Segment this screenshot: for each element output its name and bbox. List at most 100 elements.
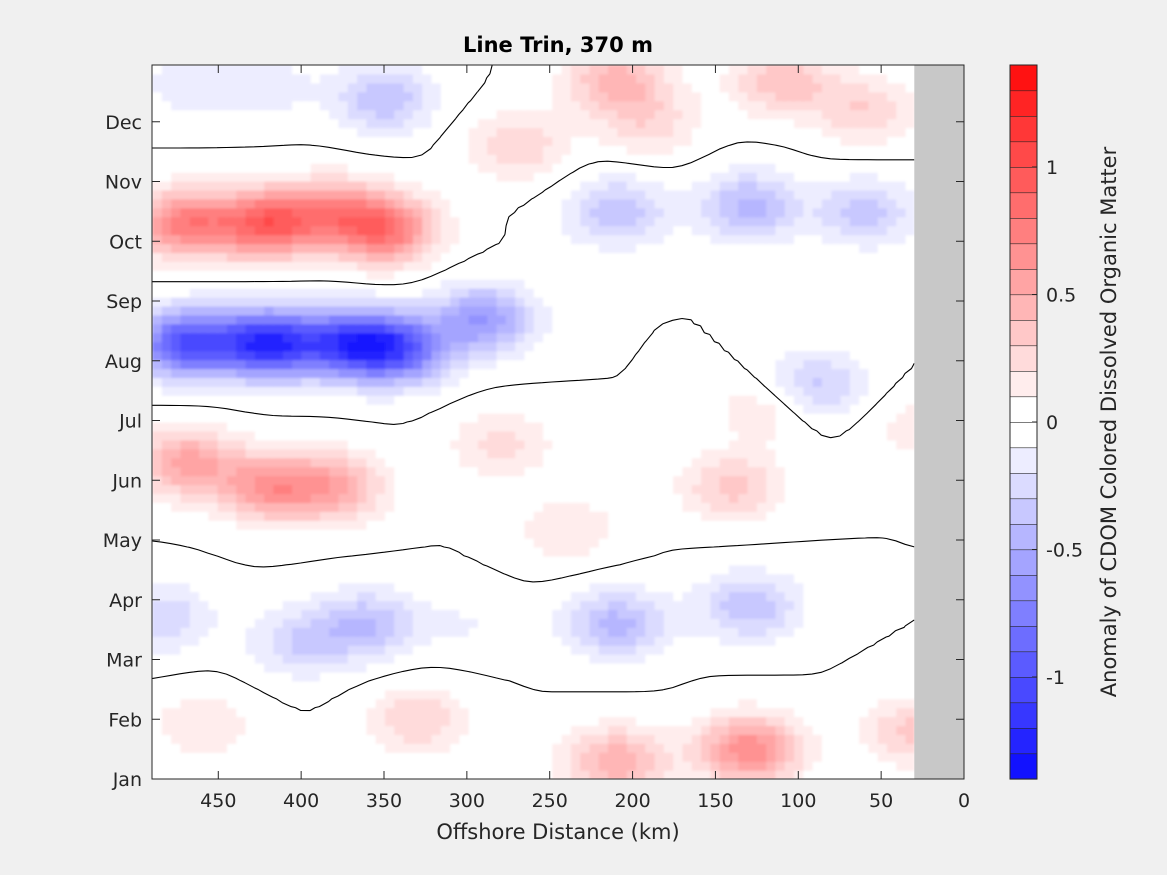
heatmap-cell (746, 591, 757, 602)
heatmap-cell (244, 591, 255, 602)
heatmap-cell (765, 341, 776, 352)
heatmap-cell (644, 627, 655, 637)
heatmap-cell (495, 341, 506, 352)
heatmap-cell (300, 538, 311, 548)
heatmap-cell (793, 261, 804, 271)
heatmap-cell (607, 493, 618, 503)
heatmap-cell (598, 305, 609, 316)
heatmap-cell (839, 591, 850, 602)
heatmap-cell (774, 270, 785, 280)
heatmap-cell (505, 564, 516, 575)
heatmap-cell (514, 341, 525, 352)
heatmap-cell (737, 413, 748, 423)
heatmap-cell (719, 484, 729, 495)
heatmap-cell (644, 555, 655, 566)
heatmap-cell (244, 422, 255, 432)
heatmap-cell (347, 680, 358, 691)
heatmap-cell (328, 350, 339, 361)
heatmap-cell (189, 404, 200, 414)
heatmap-cell (579, 404, 590, 414)
heatmap-cell (653, 725, 664, 735)
heatmap-cell (830, 716, 841, 727)
heatmap-cell (468, 386, 478, 396)
heatmap-cell (152, 314, 162, 325)
heatmap-cell (495, 725, 506, 735)
heatmap-cell (756, 422, 767, 432)
heatmap-cell (189, 645, 200, 655)
heatmap-cell (561, 538, 571, 548)
heatmap-cell (347, 654, 358, 664)
heatmap-cell (635, 627, 646, 637)
heatmap-cell (719, 707, 729, 718)
heatmap-cell (198, 493, 209, 503)
heatmap-cell (784, 680, 795, 691)
heatmap-cell (802, 252, 813, 262)
heatmap-cell (523, 761, 534, 771)
heatmap-cell (477, 377, 488, 387)
heatmap-cell (579, 341, 590, 352)
heatmap-cell (719, 368, 729, 378)
heatmap-cell (635, 395, 646, 405)
heatmap-cell (598, 261, 609, 271)
heatmap-cell (626, 323, 636, 334)
heatmap-cell (189, 600, 200, 611)
heatmap-cell (421, 591, 432, 602)
heatmap-cell (700, 234, 711, 245)
heatmap-cell (542, 475, 553, 486)
heatmap-cell (282, 761, 293, 771)
heatmap-cell (812, 770, 822, 779)
heatmap-cell (616, 645, 627, 655)
heatmap-cell (756, 279, 767, 289)
heatmap-cell (737, 332, 748, 343)
heatmap-cell (709, 609, 720, 619)
heatmap-cell (784, 368, 795, 378)
heatmap-cell (644, 493, 655, 503)
heatmap-cell (170, 261, 181, 271)
heatmap-cell (412, 404, 423, 414)
heatmap-cell (858, 332, 869, 343)
heatmap-cell (198, 404, 209, 414)
heatmap-cell (319, 564, 330, 575)
heatmap-cell (523, 654, 534, 664)
heatmap-cell (858, 439, 869, 450)
heatmap-cell (375, 279, 386, 289)
heatmap-cell (468, 234, 478, 245)
heatmap-cell (189, 707, 200, 718)
heatmap-cell (403, 538, 413, 548)
heatmap-cell (254, 305, 265, 316)
heatmap-cell (904, 716, 915, 727)
heatmap-cell (737, 493, 748, 503)
heatmap-cell (477, 582, 488, 593)
heatmap-cell (830, 600, 841, 611)
heatmap-cell (458, 502, 469, 512)
heatmap-cell (672, 689, 683, 700)
heatmap-cell (756, 270, 767, 280)
heatmap-cell (551, 439, 562, 450)
heatmap-cell (421, 359, 432, 370)
heatmap-cell (421, 386, 432, 396)
heatmap-cell (207, 368, 218, 378)
heatmap-cell (179, 297, 190, 307)
heatmap-cell (347, 761, 358, 771)
heatmap-cell (263, 529, 274, 539)
heatmap-cell (244, 716, 255, 727)
heatmap-cell (384, 270, 395, 280)
heatmap-cell (849, 671, 860, 682)
heatmap-cell (774, 332, 785, 343)
heatmap-cell (356, 511, 367, 521)
heatmap-cell (746, 546, 757, 557)
heatmap-cell (635, 573, 646, 584)
heatmap-cell (588, 341, 599, 352)
heatmap-cell (393, 297, 404, 307)
heatmap-cell (403, 243, 413, 254)
heatmap-cell (812, 243, 822, 254)
heatmap-cell (886, 448, 897, 459)
heatmap-cell (579, 591, 590, 602)
heatmap-cell (226, 662, 237, 673)
heatmap-cell (291, 689, 302, 700)
heatmap-cell (672, 395, 683, 405)
heatmap-cell (588, 698, 599, 709)
heatmap-cell (700, 636, 711, 646)
heatmap-cell (514, 627, 525, 637)
heatmap-cell (570, 493, 581, 503)
